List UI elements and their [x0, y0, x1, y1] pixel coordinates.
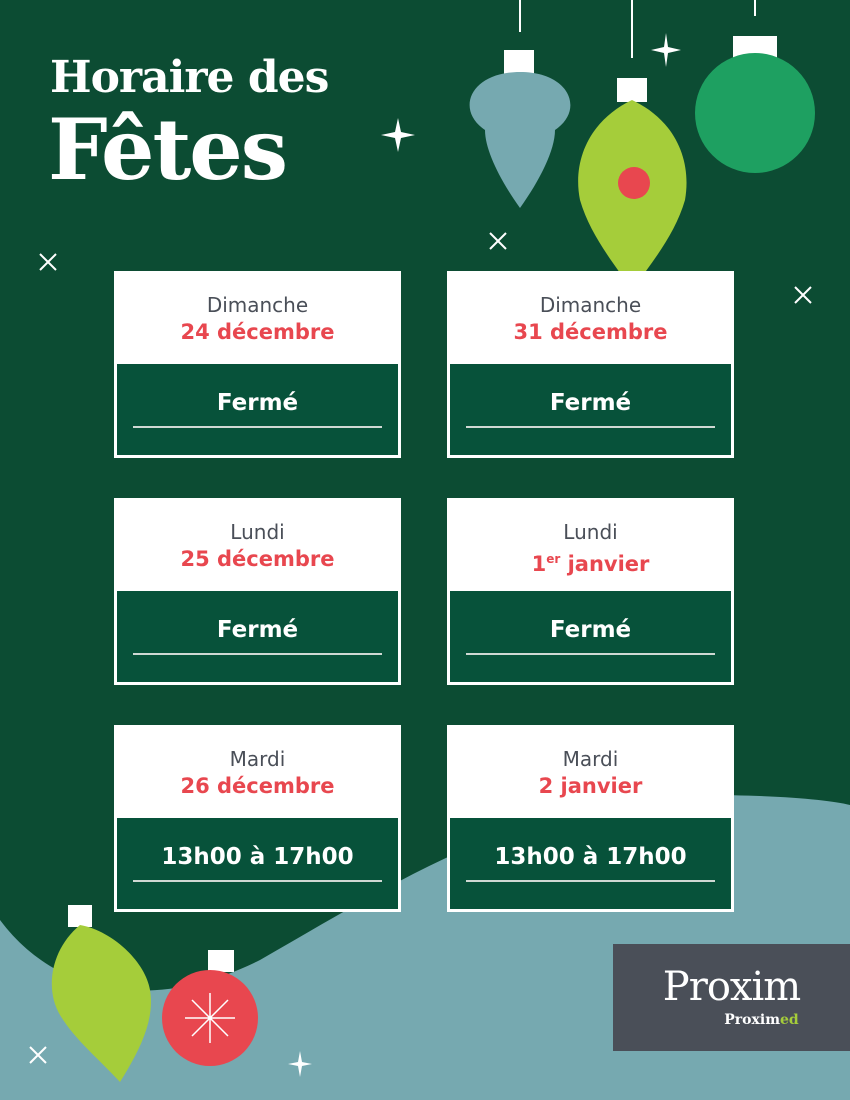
- proxim-logo: Proxim Proximed: [613, 944, 850, 1051]
- ornament-green-grid: [695, 0, 815, 173]
- card-date: 1er janvier: [531, 552, 650, 576]
- title-line-1: Horaire des: [50, 52, 329, 103]
- card-date: 31 décembre: [513, 320, 668, 344]
- card-day: Lundi: [563, 520, 618, 544]
- ornament-lime-bottom: [51, 905, 151, 1082]
- card-date: 26 décembre: [180, 774, 335, 798]
- card-day: Dimanche: [206, 293, 309, 317]
- card-date: 24 décembre: [180, 320, 335, 344]
- card-date: 2 janvier: [538, 774, 643, 798]
- card-date: 25 décembre: [180, 547, 335, 571]
- card-hours: 13h00 à 17h00: [494, 844, 687, 870]
- card-day: Mardi: [562, 747, 619, 771]
- schedule-card: Lundi 1er janvier Fermé: [447, 498, 734, 685]
- ornament-red: [162, 950, 258, 1066]
- schedule-card: Dimanche 24 décembre Fermé: [114, 271, 401, 458]
- card-day: Dimanche: [539, 293, 642, 317]
- card-hours: Fermé: [549, 390, 632, 416]
- schedule-card: Mardi 26 décembre 13h00 à 17h00: [114, 725, 401, 912]
- sparkle-icons: [29, 232, 812, 1064]
- ornament-teal: [469, 0, 571, 208]
- card-day: Lundi: [230, 520, 285, 544]
- card-hours: Fermé: [216, 617, 299, 643]
- card-hours: Fermé: [216, 390, 299, 416]
- card-hours: 13h00 à 17h00: [161, 844, 354, 870]
- card-day: Mardi: [229, 747, 286, 771]
- title-line-2: Fêtes: [48, 100, 288, 199]
- schedule-card: Lundi 25 décembre Fermé: [114, 498, 401, 685]
- ornament-lime-top: [578, 0, 687, 290]
- schedule-card: Dimanche 31 décembre Fermé: [447, 271, 734, 458]
- card-hours: Fermé: [549, 617, 632, 643]
- schedule-card: Mardi 2 janvier 13h00 à 17h00: [447, 725, 734, 912]
- star-icons: [288, 33, 681, 1077]
